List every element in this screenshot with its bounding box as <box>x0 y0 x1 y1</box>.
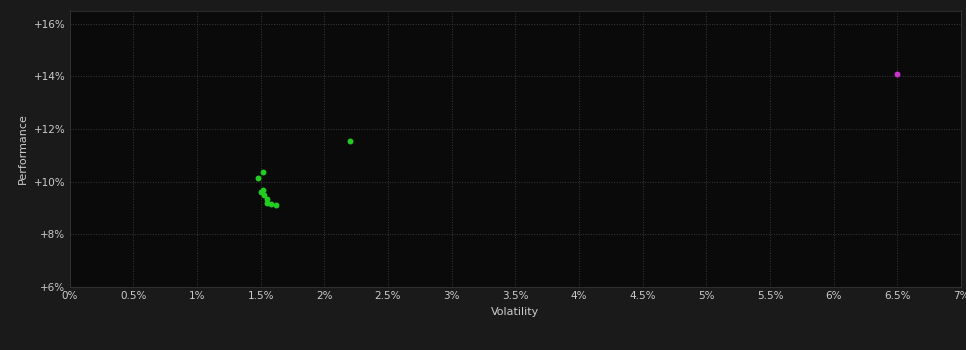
Point <box>342 138 357 144</box>
Point <box>253 189 269 195</box>
Point <box>259 196 274 202</box>
X-axis label: Volatility: Volatility <box>492 307 539 317</box>
Point <box>269 203 284 208</box>
Point <box>890 71 905 77</box>
Point <box>255 170 270 175</box>
Point <box>255 187 270 192</box>
Point <box>257 192 272 198</box>
Point <box>250 175 266 181</box>
Point <box>259 200 274 205</box>
Y-axis label: Performance: Performance <box>18 113 28 184</box>
Point <box>263 201 278 207</box>
